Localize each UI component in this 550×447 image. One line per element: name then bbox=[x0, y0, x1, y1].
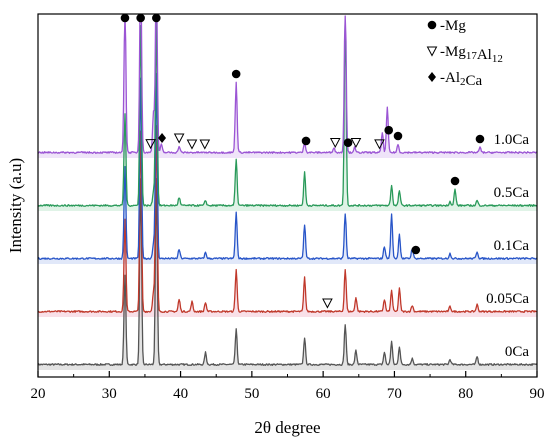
x-tick-label: 50 bbox=[244, 386, 259, 402]
series-line-0-5Ca bbox=[37, 19, 538, 207]
x-tick-label: 90 bbox=[530, 386, 545, 402]
series-lines bbox=[37, 15, 538, 366]
series-shading bbox=[38, 16, 537, 370]
phase-markers bbox=[120, 13, 485, 309]
mg-marker bbox=[120, 13, 130, 23]
x-tick-label: 80 bbox=[458, 386, 473, 402]
series-line-1-0Ca bbox=[37, 15, 538, 154]
series-label-1-0Ca: 1.0Ca bbox=[494, 132, 530, 148]
legend-al2ca-symbol bbox=[428, 72, 436, 82]
legend-mg17al12-symbol bbox=[426, 46, 438, 57]
mg-marker bbox=[343, 138, 353, 147]
series-line-0-05Ca bbox=[37, 125, 538, 313]
mg17al12-marker bbox=[173, 133, 185, 144]
y-axis-label: Intensity (a.u) bbox=[6, 158, 25, 253]
series-label-0Ca: 0Ca bbox=[505, 344, 530, 360]
x-tick-label: 30 bbox=[102, 386, 117, 402]
mg-marker bbox=[231, 69, 241, 79]
series-label-0-05Ca: 0.05Ca bbox=[486, 291, 529, 307]
mg-marker bbox=[475, 134, 485, 144]
mg17al12-marker bbox=[322, 298, 333, 309]
mg17al12-marker bbox=[329, 137, 341, 149]
legend-mg-symbol bbox=[427, 20, 437, 30]
mg-marker bbox=[411, 245, 421, 255]
mg-marker bbox=[136, 13, 145, 23]
mg17al12-marker bbox=[145, 139, 156, 150]
x-tick-label: 40 bbox=[173, 386, 188, 402]
series-line-0-1Ca bbox=[37, 72, 538, 260]
mg-marker bbox=[301, 136, 311, 146]
series-labels: 0Ca 0.05Ca 0.1Ca 0.5Ca 1.0Ca bbox=[486, 132, 529, 360]
x-axis-label: 2θ degree bbox=[254, 418, 320, 437]
series-line-0Ca bbox=[37, 178, 538, 366]
mg-marker bbox=[450, 176, 460, 186]
plot-frame bbox=[37, 13, 538, 378]
mg-marker bbox=[393, 131, 403, 141]
series-label-0-5Ca: 0.5Ca bbox=[494, 185, 530, 201]
x-axis-ticks: 20 30 40 50 60 70 80 90 bbox=[31, 371, 545, 402]
al2ca-marker bbox=[158, 133, 167, 144]
legend-label: -Mg17Al12 bbox=[440, 44, 503, 65]
x-tick-label: 20 bbox=[31, 386, 46, 402]
legend-label: -Mg bbox=[440, 18, 466, 34]
mg-marker bbox=[152, 13, 161, 23]
series-label-0-1Ca: 0.1Ca bbox=[494, 238, 530, 254]
series-shade-0-1Ca bbox=[38, 73, 537, 264]
mg17al12-marker bbox=[374, 139, 385, 150]
legend: -Mg -Mg17Al12 -Al2Ca bbox=[426, 18, 503, 89]
mg17al12-marker bbox=[199, 139, 211, 150]
legend-label: -Al2Ca bbox=[440, 70, 483, 89]
mg-marker bbox=[384, 125, 394, 135]
x-tick-label: 70 bbox=[387, 386, 402, 402]
mg17al12-marker bbox=[350, 137, 362, 149]
mg17al12-marker bbox=[186, 139, 198, 150]
x-tick-label: 60 bbox=[316, 386, 331, 402]
